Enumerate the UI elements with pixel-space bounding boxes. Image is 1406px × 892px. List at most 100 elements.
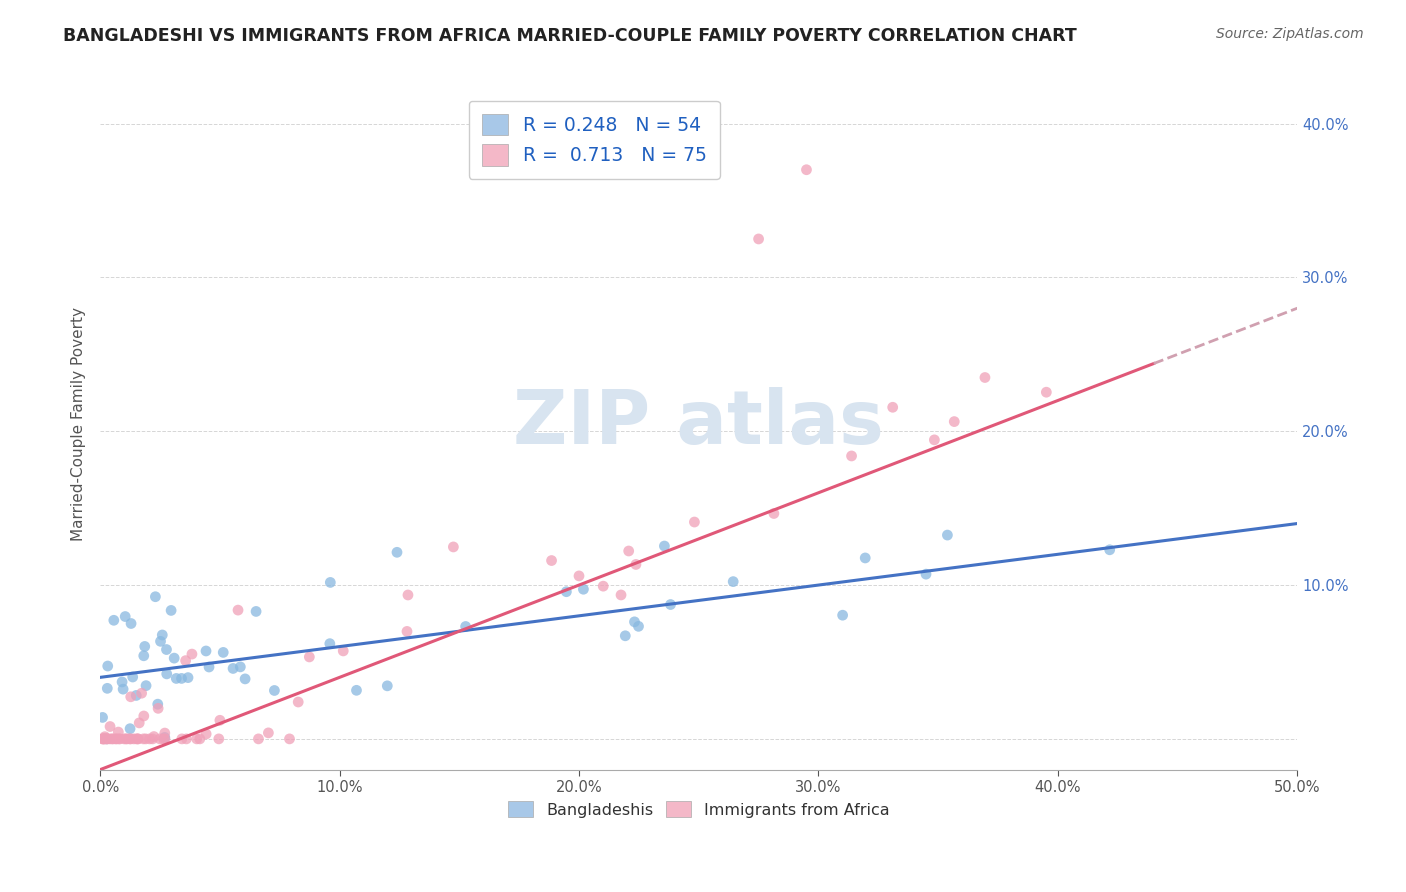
Point — [120, 722, 142, 736]
Text: Source: ZipAtlas.com: Source: ZipAtlas.com — [1216, 27, 1364, 41]
Point — [135, 679, 157, 693]
Point — [127, 731, 149, 746]
Point — [555, 584, 578, 599]
Point — [120, 690, 142, 704]
Point — [247, 731, 270, 746]
Point — [208, 731, 231, 746]
Point — [170, 672, 193, 686]
Point — [659, 598, 682, 612]
Point — [155, 642, 177, 657]
Point — [165, 672, 187, 686]
Point — [98, 719, 121, 733]
Point — [181, 647, 204, 661]
Point — [120, 616, 142, 631]
Point — [150, 628, 173, 642]
Point — [132, 648, 155, 663]
Point — [107, 725, 129, 739]
Point — [287, 695, 309, 709]
Point — [103, 613, 125, 627]
Point — [762, 507, 785, 521]
Point — [153, 726, 176, 740]
Point — [145, 590, 167, 604]
Point — [125, 731, 148, 746]
Y-axis label: Married-Couple Family Poverty: Married-Couple Family Poverty — [72, 307, 86, 541]
Point — [131, 686, 153, 700]
Point — [98, 731, 121, 746]
Point — [454, 619, 477, 633]
Point — [212, 645, 235, 659]
Point — [195, 644, 218, 658]
Point — [163, 651, 186, 665]
Point — [134, 640, 156, 654]
Point — [375, 679, 398, 693]
Point — [104, 731, 127, 746]
Point — [111, 675, 134, 690]
Point — [627, 619, 650, 633]
Point — [118, 731, 141, 746]
Point — [96, 731, 118, 746]
Point — [319, 575, 342, 590]
Point — [395, 624, 418, 639]
Point — [152, 731, 174, 746]
Point — [114, 609, 136, 624]
Point — [112, 682, 135, 697]
Point — [112, 731, 135, 746]
Point — [572, 582, 595, 597]
Point — [149, 731, 172, 746]
Point — [108, 731, 131, 746]
Point — [226, 603, 249, 617]
Point — [101, 731, 124, 746]
Point — [721, 574, 744, 589]
Point — [396, 588, 419, 602]
Legend: Bangladeshis, Immigrants from Africa: Bangladeshis, Immigrants from Africa — [502, 795, 896, 824]
Point — [974, 370, 997, 384]
Point — [105, 731, 128, 746]
Point — [142, 730, 165, 744]
Point — [138, 731, 160, 746]
Point — [122, 731, 145, 746]
Text: BANGLADESHI VS IMMIGRANTS FROM AFRICA MARRIED-COUPLE FAMILY POVERTY CORRELATION : BANGLADESHI VS IMMIGRANTS FROM AFRICA MA… — [63, 27, 1077, 45]
Text: ZIP atlas: ZIP atlas — [513, 387, 884, 460]
Point — [186, 731, 208, 746]
Point — [128, 715, 150, 730]
Point — [610, 588, 633, 602]
Point — [222, 661, 245, 675]
Point — [94, 730, 117, 744]
Point — [96, 731, 118, 746]
Point — [94, 731, 117, 746]
Point — [91, 731, 114, 746]
Point — [683, 515, 706, 529]
Point — [853, 551, 876, 566]
Point — [195, 727, 218, 741]
Point — [188, 731, 211, 746]
Point — [936, 528, 959, 542]
Point — [146, 701, 169, 715]
Point — [120, 731, 142, 746]
Point — [101, 731, 124, 746]
Point — [132, 709, 155, 723]
Point — [924, 433, 946, 447]
Point — [170, 731, 193, 746]
Point — [93, 731, 115, 746]
Point — [177, 671, 200, 685]
Point — [146, 697, 169, 711]
Point — [1035, 385, 1057, 400]
Point — [96, 681, 118, 696]
Point — [882, 401, 904, 415]
Point — [298, 649, 321, 664]
Point — [91, 731, 114, 746]
Point — [831, 608, 853, 623]
Point — [229, 660, 252, 674]
Point — [149, 634, 172, 648]
Point — [1098, 542, 1121, 557]
Point — [624, 558, 647, 572]
Point — [278, 731, 301, 746]
Point — [156, 666, 179, 681]
Point — [257, 726, 280, 740]
Point — [160, 603, 183, 617]
Point — [96, 731, 118, 746]
Point — [385, 545, 408, 559]
Point — [153, 731, 176, 745]
Point — [127, 731, 149, 746]
Point — [654, 539, 676, 553]
